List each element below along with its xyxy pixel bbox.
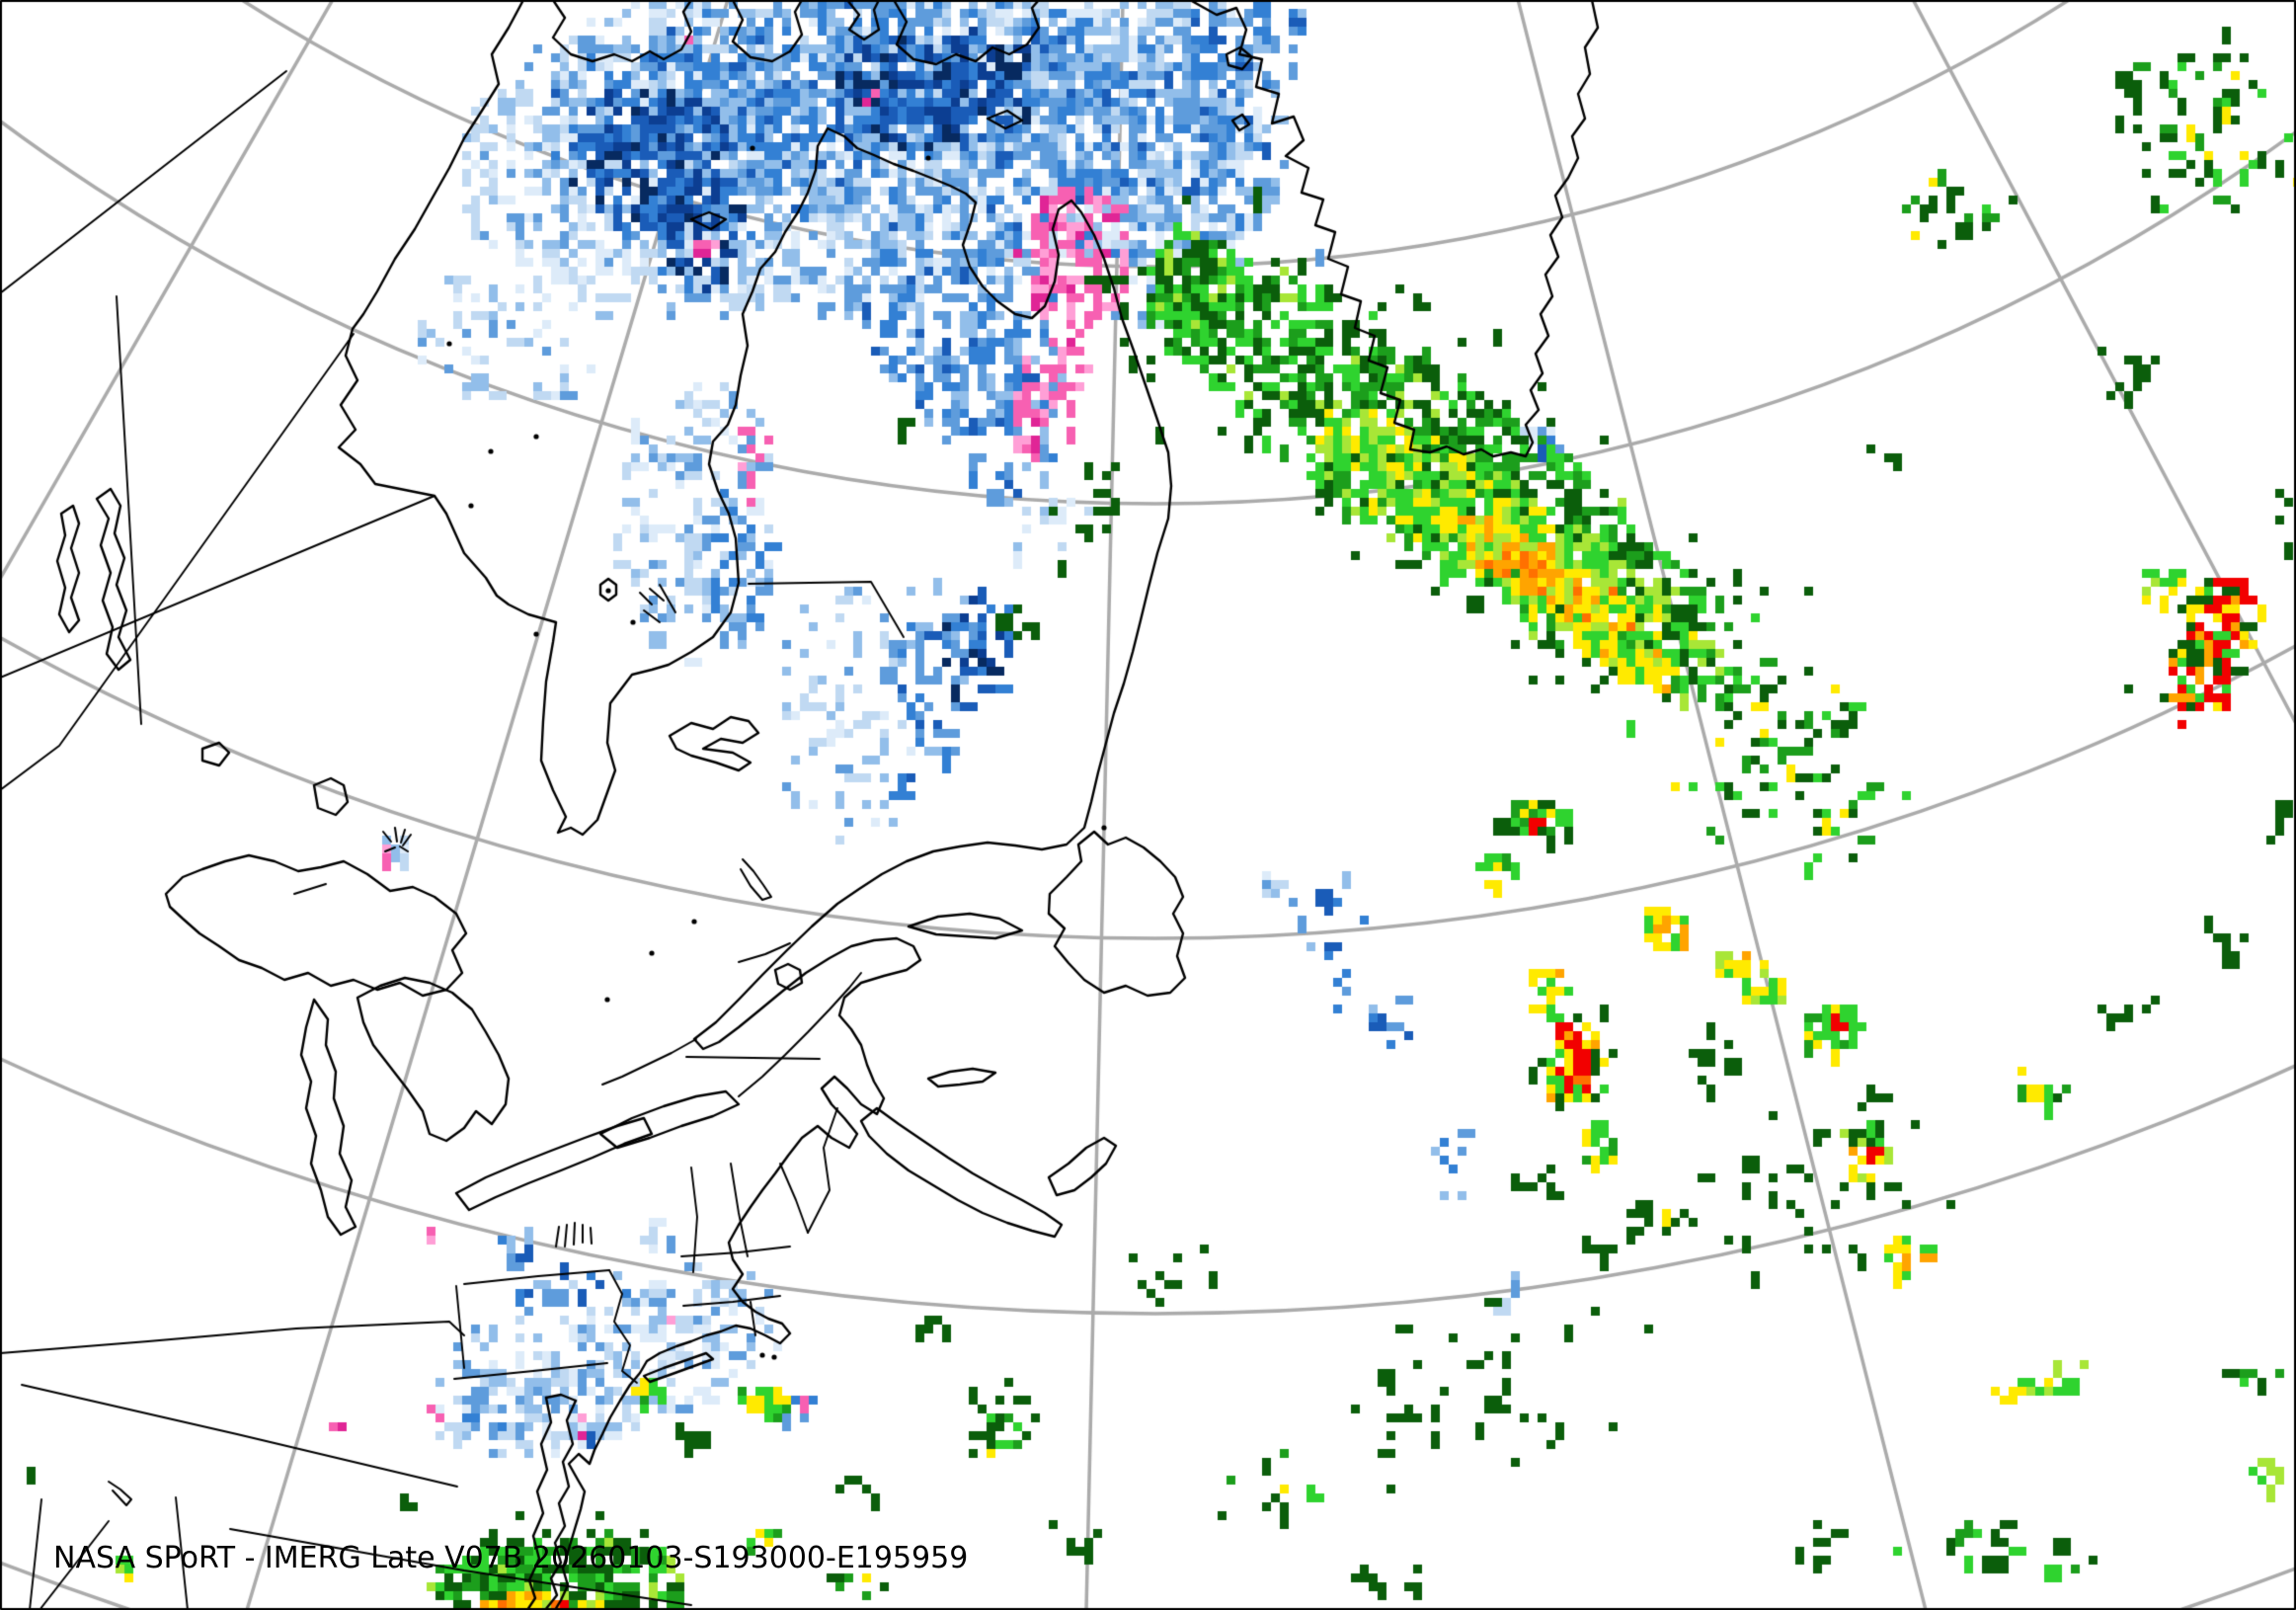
map-caption: NASA SPoRT - IMERG Late V07B 20260103-S1…	[53, 1541, 969, 1575]
